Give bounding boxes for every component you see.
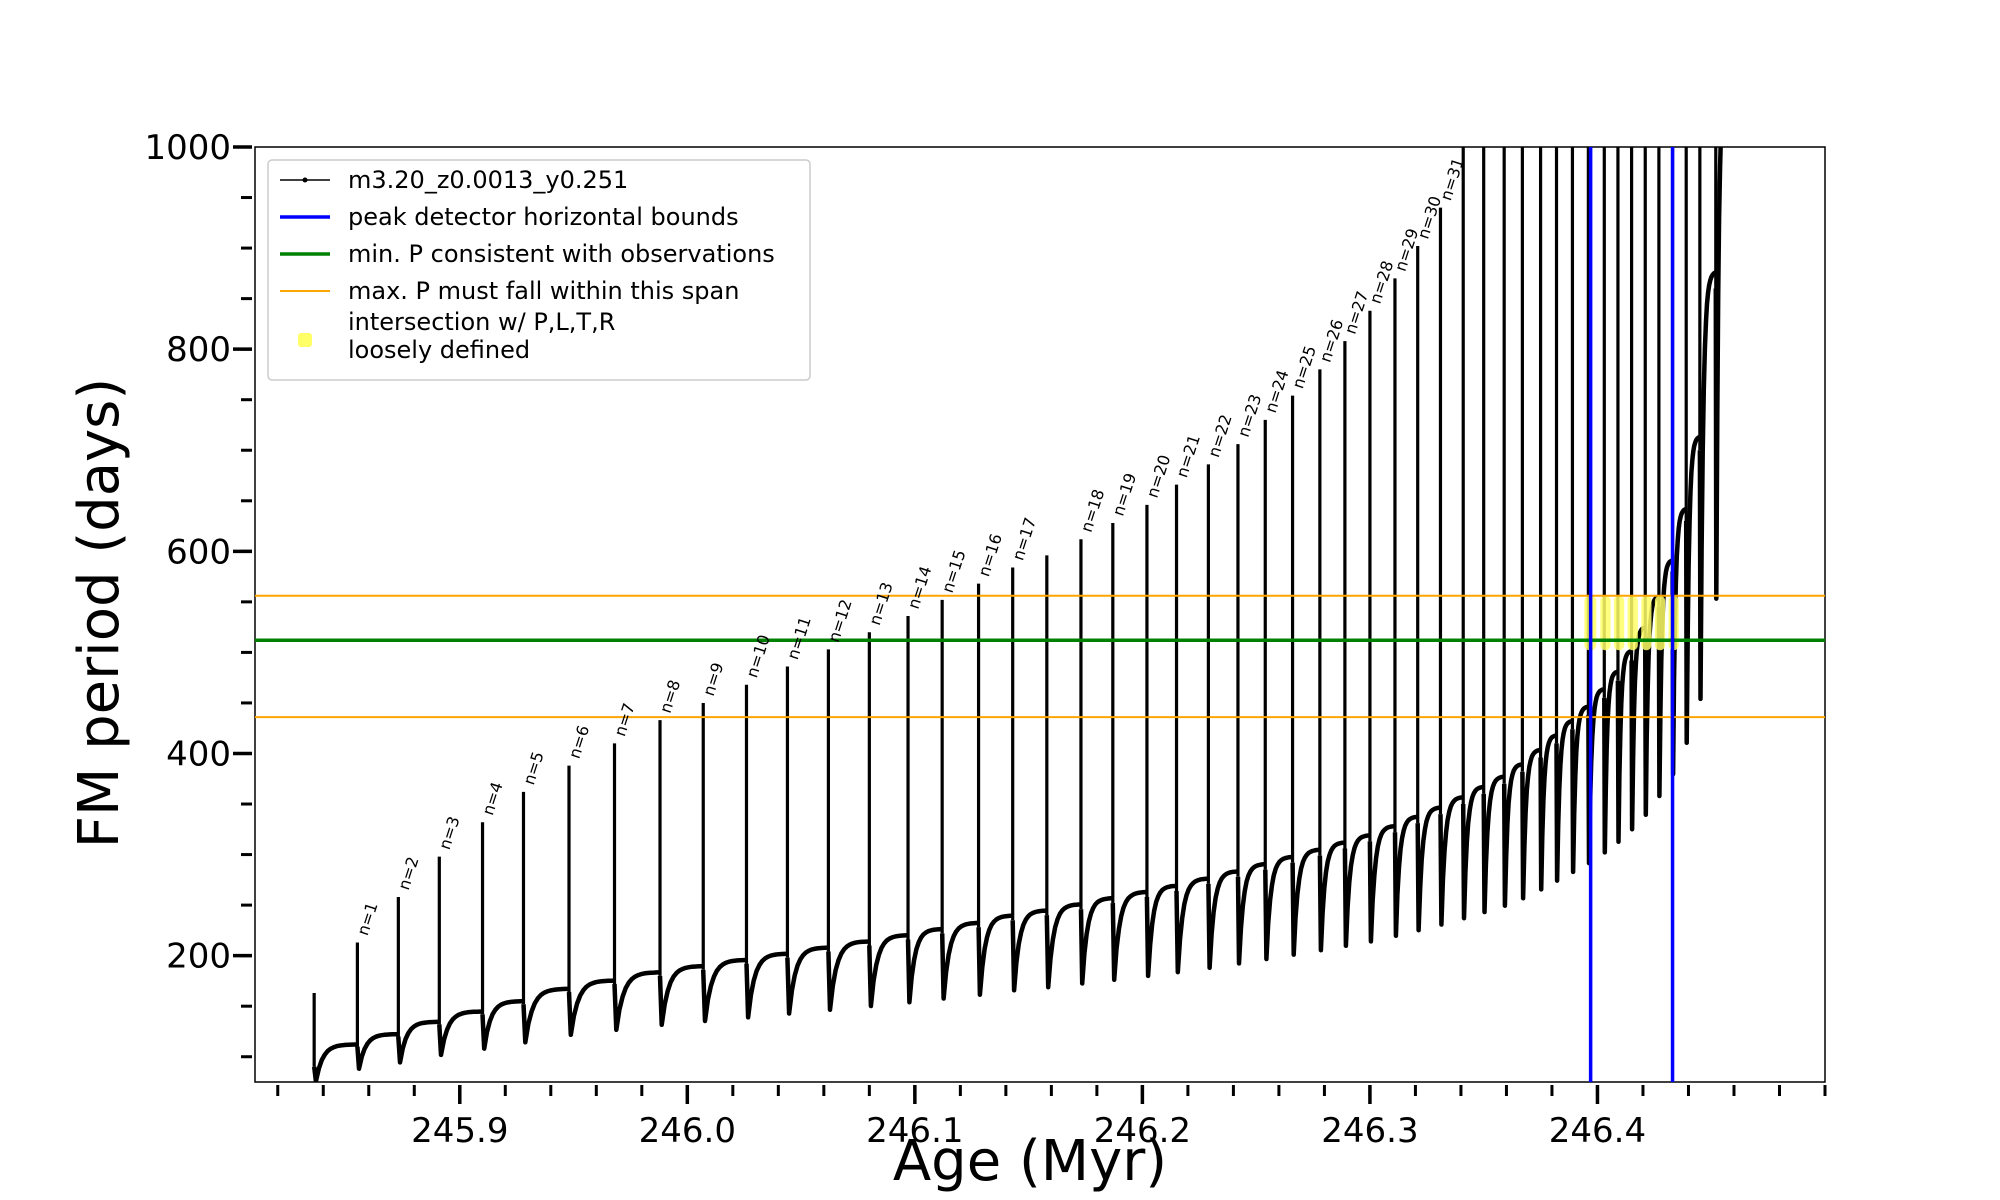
pulse-label: n=6 (565, 723, 593, 761)
pulse-label: n=5 (519, 749, 547, 787)
x-tick-label: 246.2 (1094, 1111, 1191, 1151)
pulse-label: n=24 (1261, 368, 1293, 416)
pulse-label: n=2 (394, 854, 422, 892)
pulse-label: n=4 (478, 780, 506, 818)
reference-lines (255, 147, 1825, 1082)
intersection-marker (1654, 595, 1666, 651)
x-tick-label: 245.9 (411, 1111, 508, 1151)
intersection-marker (1627, 595, 1638, 651)
pulse-label: n=8 (656, 677, 684, 715)
pulse-label: n=22 (1204, 412, 1236, 460)
plot-area (254, 146, 1826, 1083)
pulse-label: n=21 (1172, 432, 1204, 480)
pulse-label: n=11 (783, 614, 815, 662)
pulse-label: n=20 (1143, 452, 1175, 500)
intersection-marker (1613, 595, 1625, 651)
y-tick-label: 1000 (144, 128, 231, 168)
data-layer (311, 147, 1723, 1082)
pulse-label: n=16 (974, 531, 1006, 579)
x-axis: 245.9 246.0 246.1 246.2 246.3 246.4 (276, 1085, 1827, 1151)
legend-handle (298, 333, 312, 347)
legend-label: peak detector horizontal bounds (348, 203, 739, 231)
legend-label: m3.20_z0.0013_y0.251 (348, 166, 628, 194)
pulse-label: n=7 (610, 701, 638, 739)
intersection-marker (1600, 595, 1611, 651)
pulse-label: n=9 (699, 660, 727, 698)
pulse-label: n=17 (1008, 515, 1040, 563)
pulse-label: n=13 (865, 580, 897, 628)
pulse-label: n=3 (435, 814, 463, 852)
legend-label: min. P consistent with observations (348, 240, 775, 268)
legend-box (267, 159, 811, 381)
intersection-marker (1641, 595, 1652, 651)
y-tick-label: 200 (166, 937, 231, 977)
y-tick-label: 600 (166, 532, 231, 572)
y-tick-label: 800 (166, 330, 231, 370)
legend-label: max. P must fall within this span (348, 277, 739, 305)
x-axis-title: Age (Myr) (893, 1129, 1167, 1194)
y-axis-title: FM period (days) (67, 378, 132, 848)
pulse-label: n=18 (1077, 487, 1109, 535)
legend-label: loosely defined (348, 336, 530, 364)
legend-label: intersection w/ P,L,T,R (348, 308, 615, 336)
pulse-label: n=23 (1234, 392, 1266, 440)
pulse-label: n=15 (938, 547, 970, 595)
x-tick-label: 246.3 (1321, 1111, 1418, 1151)
series-line (311, 147, 1723, 1082)
pulse-label: n=12 (824, 597, 856, 645)
x-tick-label: 246.1 (866, 1111, 963, 1151)
legend-handle-marker (302, 177, 308, 183)
pulse-label: n=19 (1109, 471, 1141, 519)
pulse-label: n=14 (904, 564, 936, 612)
x-tick-label: 246.4 (1549, 1111, 1646, 1151)
y-tick-label: 400 (166, 734, 231, 774)
x-tick-label: 246.0 (639, 1111, 736, 1151)
pulse-label: n=25 (1288, 343, 1320, 391)
pulse-label: n=1 (353, 900, 381, 938)
intersection-markers (1584, 595, 1679, 651)
y-axis: 200 400 600 800 1000 (144, 128, 252, 1059)
